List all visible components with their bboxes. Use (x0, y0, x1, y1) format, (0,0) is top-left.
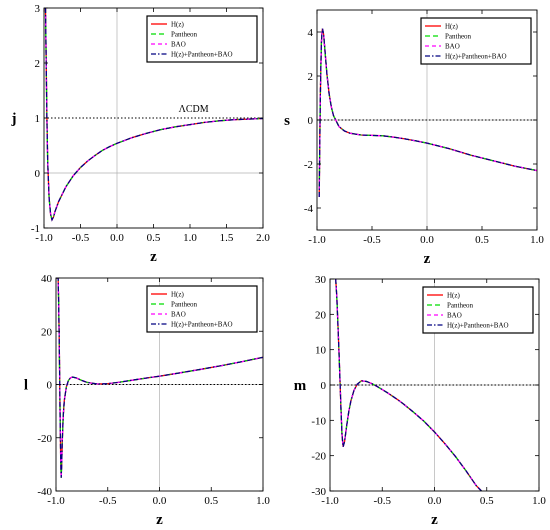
y-tick-label: 0 (308, 115, 314, 127)
legend-label: H(z)+Pantheon+BAO (447, 322, 509, 330)
x-axis-label: z (424, 251, 431, 267)
x-tick-label: -1.0 (321, 495, 339, 507)
legend: H(z) Pantheon BAO H(z)+Pantheon+BAO (146, 15, 258, 63)
y-tick-label: 30 (315, 274, 327, 286)
x-tick-label: 1.0 (256, 495, 270, 507)
x-tick-label: 0.5 (480, 495, 494, 507)
x-tick-label: -0.5 (363, 234, 381, 246)
x-tick-label: 0.0 (110, 232, 124, 244)
x-tick-label: -0.5 (72, 232, 90, 244)
panel-m: -1.0 -0.5 0.0 0.5 1.0 -30 -20 -10 0 10 20 30 z m H(z) P… (294, 274, 547, 528)
y-tick-label: 2 (308, 71, 314, 83)
panel-s: -1.0 -0.5 0.0 0.5 1.0 -4 -2 0 2 4 z s H(z) Pantheon BA… (284, 9, 544, 267)
legend-label: H(z) (171, 291, 184, 299)
x-axis-label: z (156, 512, 163, 528)
x-tick-label: -0.5 (374, 495, 392, 507)
x-tick-label: 0.0 (153, 495, 167, 507)
y-tick-label: 10 (315, 345, 327, 357)
x-tick-label: 1.0 (532, 495, 546, 507)
x-tick-label: 1.0 (530, 234, 544, 246)
legend: H(z) Pantheon BAO H(z)+Pantheon+BAO (422, 286, 534, 334)
y-axis-label: s (284, 113, 290, 129)
legend-label: H(z) (171, 21, 184, 29)
series-line-4 (44, 8, 263, 222)
legend-label: H(z)+Pantheon+BAO (171, 321, 233, 329)
y-tick-label: -20 (311, 451, 326, 463)
x-tick-label: 2.0 (256, 232, 270, 244)
series-line-4 (56, 278, 263, 478)
reference-label: ΛCDM (179, 104, 209, 115)
x-axis-label: z (431, 512, 438, 528)
legend-label: H(z)+Pantheon+BAO (171, 51, 233, 59)
y-tick-label: 2 (35, 58, 41, 70)
x-tick-label: -1.0 (47, 495, 65, 507)
legend-label: Pantheon (447, 302, 474, 310)
y-tick-label: -4 (304, 203, 314, 215)
x-tick-label: 0.5 (475, 234, 489, 246)
legend-label: Pantheon (171, 31, 198, 39)
legend-label: Pantheon (445, 33, 472, 41)
y-tick-label: 40 (41, 273, 53, 285)
legend-label: BAO (171, 41, 186, 49)
y-tick-label: -40 (37, 486, 52, 498)
y-axis-label: j (11, 111, 17, 127)
panel-l: -1.0 -0.5 0.0 0.5 1.0 -40 -20 0 20 40 z l H(z) Panthe… (24, 273, 270, 528)
legend-label: H(z) (445, 23, 458, 31)
y-tick-label: 4 (308, 27, 314, 39)
y-tick-label: -1 (31, 223, 40, 235)
y-tick-label: -10 (311, 415, 326, 427)
y-tick-label: -30 (311, 486, 326, 498)
x-tick-label: 1.0 (183, 232, 197, 244)
x-tick-label: 1.5 (220, 232, 234, 244)
x-tick-label: 0.0 (420, 234, 434, 246)
x-tick-label: 0.0 (428, 495, 442, 507)
y-axis-label: m (294, 378, 307, 394)
x-axis-label: z (150, 249, 157, 265)
x-tick-label: -1.0 (35, 232, 53, 244)
series-line-4 (335, 279, 482, 491)
y-tick-label: 0 (35, 168, 41, 180)
legend-label: BAO (445, 43, 460, 51)
y-tick-label: 20 (41, 326, 53, 338)
legend: H(z) Pantheon BAO H(z)+Pantheon+BAO (420, 17, 532, 65)
x-tick-label: -1.0 (308, 234, 326, 246)
x-tick-label: 0.5 (204, 495, 218, 507)
y-tick-label: 20 (315, 309, 327, 321)
panel-j: ΛCDM -1.0 -0.5 0.0 0.5 1.0 1.5 2.0 -1 0 1 2 3 z j H(z) P… (11, 3, 271, 265)
legend-label: H(z) (447, 292, 460, 300)
legend: H(z) Pantheon BAO H(z)+Pantheon+BAO (146, 285, 258, 333)
y-tick-label: 0 (321, 380, 327, 392)
legend-label: BAO (447, 312, 462, 320)
legend-label: H(z)+Pantheon+BAO (445, 53, 507, 61)
y-tick-label: 0 (47, 380, 53, 392)
legend-label: Pantheon (171, 301, 198, 309)
y-tick-label: 1 (35, 113, 41, 125)
y-tick-label: 3 (35, 3, 41, 15)
x-tick-label: -0.5 (99, 495, 117, 507)
y-axis-label: l (24, 378, 28, 394)
legend-label: BAO (171, 311, 186, 319)
y-tick-label: -20 (37, 433, 52, 445)
x-tick-label: 0.5 (147, 232, 161, 244)
series-line-4 (318, 28, 537, 198)
y-tick-label: -2 (304, 159, 313, 171)
